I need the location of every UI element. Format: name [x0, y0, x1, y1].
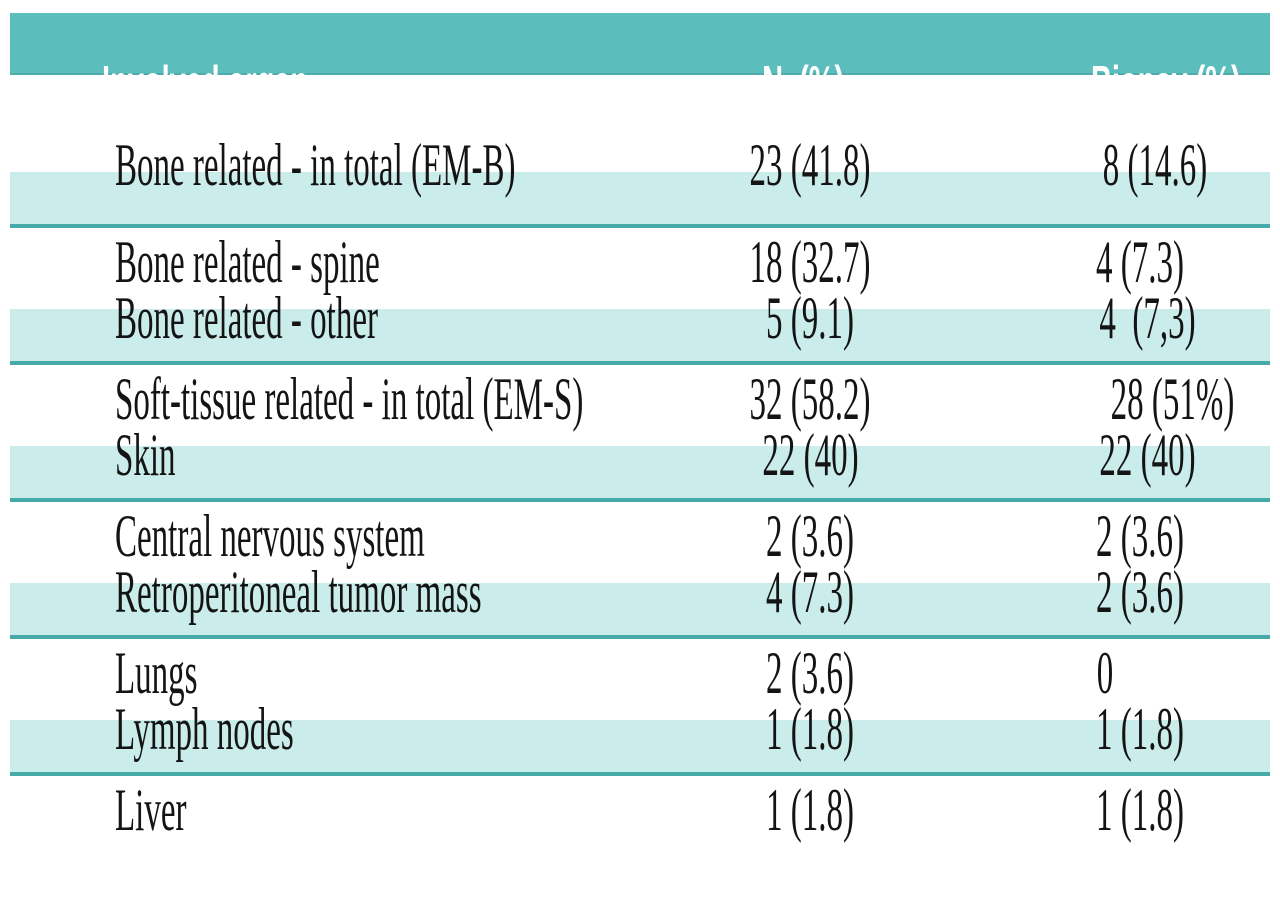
table-row: Lungs 2 (3.6) 0 [10, 583, 1270, 703]
n-percent-cell-text: 1 (1.8) [766, 777, 854, 843]
biopsy-percent-cell: 2 (3.6) [970, 502, 1270, 682]
n-percent-cell: 4 (7.3) [560, 502, 970, 682]
biopsy-percent-cell-text: 22 (40) [1099, 422, 1196, 488]
biopsy-percent-cell-text: 1 (1.8) [1095, 777, 1184, 843]
n-percent-cell-text: 1 (1.8) [766, 696, 854, 762]
organ-cell-text: Lungs [115, 640, 198, 706]
organ-cell: Lymph nodes [10, 639, 560, 819]
biopsy-percent-cell-text: 1 (1.8) [1095, 696, 1184, 762]
biopsy-percent-cell-text: 2 (3.6) [1095, 559, 1184, 625]
n-percent-cell: 2 (3.6) [560, 446, 970, 626]
table-body: Bone related - in total (EM-B) 23 (41.8)… [10, 75, 1270, 840]
column-header-involved-organ: Involved organ [10, 13, 560, 151]
table-row: Bone related - in total (EM-B) 23 (41.8)… [10, 75, 1270, 195]
biopsy-percent-cell-text: 4 (7,3) [1099, 285, 1196, 351]
biopsy-percent-cell: 1 (1.8) [970, 639, 1270, 819]
organ-cell-text: Central nervous system [115, 503, 425, 569]
table-row: Retroperitoneal tumor mass 4 (7.3) 2 (3.… [10, 502, 1270, 622]
organ-cell-text: Bone related - in total (EM-B) [115, 132, 516, 198]
n-percent-cell: 18 (32.7) [560, 172, 970, 352]
n-percent-cell-text: 32 (58.2) [749, 366, 871, 432]
n-percent-cell-text: 22 (40) [761, 422, 859, 488]
organ-cell-text: Lymph nodes [115, 696, 294, 762]
organ-cell-text: Liver [115, 777, 187, 843]
table-row: Bone related - spine 18 (32.7) 4 (7.3) [10, 172, 1270, 292]
n-percent-cell: 22 (40) [560, 365, 970, 545]
table-row: Bone related - other 5 (9.1) 4 (7,3) [10, 228, 1270, 348]
organ-cell-text: Bone related - other [115, 285, 378, 351]
n-percent-cell: 2 (3.6) [560, 583, 970, 763]
n-percent-cell: 5 (9.1) [560, 228, 970, 408]
organ-cell-text: Soft-tissue related - in total (EM-S) [115, 366, 584, 432]
organ-cell: Bone related - in total (EM-B) [10, 75, 560, 255]
table-header-row: Involved organ N. (%) Biopsy (%) [10, 13, 1270, 105]
biopsy-percent-cell-text: 2 (3.6) [1095, 503, 1184, 569]
n-percent-cell: 32 (58.2) [560, 309, 970, 489]
n-percent-cell-text: 2 (3.6) [766, 503, 854, 569]
biopsy-percent-cell: 22 (40) [970, 365, 1270, 545]
organ-involvement-table: Involved organ N. (%) Biopsy (%) Bone re… [10, 13, 1270, 840]
table-row: Lymph nodes 1 (1.8) 1 (1.8) [10, 639, 1270, 759]
biopsy-percent-cell: 8 (14.6) [970, 75, 1270, 255]
column-header-involved-organ-label: Involved organ [101, 56, 308, 108]
biopsy-percent-cell: 4 (7,3) [970, 228, 1270, 408]
organ-cell-text: Skin [115, 422, 176, 488]
n-percent-cell-text: 2 (3.6) [766, 640, 854, 706]
column-header-n-percent-label: N. (%) [762, 56, 845, 108]
organ-cell-text: Bone related - spine [115, 229, 380, 295]
organ-cell-text: Retroperitoneal tumor mass [115, 559, 482, 625]
biopsy-percent-cell: 4 (7.3) [970, 172, 1270, 352]
organ-cell: Soft-tissue related - in total (EM-S) [10, 309, 583, 489]
biopsy-percent-cell: 0 [970, 583, 1270, 763]
organ-cell: Skin [10, 365, 560, 545]
n-percent-cell-text: 18 (32.7) [749, 229, 871, 295]
n-percent-cell-text: 23 (41.8) [749, 132, 871, 198]
biopsy-percent-cell-text: 0 [1096, 640, 1114, 706]
n-percent-cell: 1 (1.8) [560, 639, 970, 819]
biopsy-percent-cell: 2 (3.6) [970, 446, 1270, 626]
biopsy-percent-cell: 28 (51%) [970, 309, 1270, 489]
table-row: Soft-tissue related - in total (EM-S) 32… [10, 309, 1270, 429]
table-row: Central nervous system 2 (3.6) 2 (3.6) [10, 446, 1270, 566]
organ-cell: Lungs [10, 583, 560, 763]
organ-cell: Retroperitoneal tumor mass [10, 502, 560, 682]
n-percent-cell-text: 5 (9.1) [766, 285, 854, 351]
biopsy-percent-cell-text: 28 (51%) [1110, 366, 1235, 432]
organ-cell: Bone related - spine [10, 172, 560, 352]
n-percent-cell: 23 (41.8) [560, 75, 970, 255]
column-header-biopsy-percent: Biopsy (%) [970, 13, 1270, 151]
n-percent-cell-text: 4 (7.3) [766, 559, 854, 625]
biopsy-percent-cell-text: 4 (7.3) [1095, 229, 1184, 295]
biopsy-percent-cell-text: 8 (14.6) [1102, 132, 1208, 198]
column-header-biopsy-percent-label: Biopsy (%) [1090, 56, 1241, 108]
organ-cell: Central nervous system [10, 446, 560, 626]
table-row: Skin 22 (40) 22 (40) [10, 365, 1270, 485]
column-header-n-percent: N. (%) [560, 13, 970, 151]
organ-cell: Bone related - other [10, 228, 560, 408]
